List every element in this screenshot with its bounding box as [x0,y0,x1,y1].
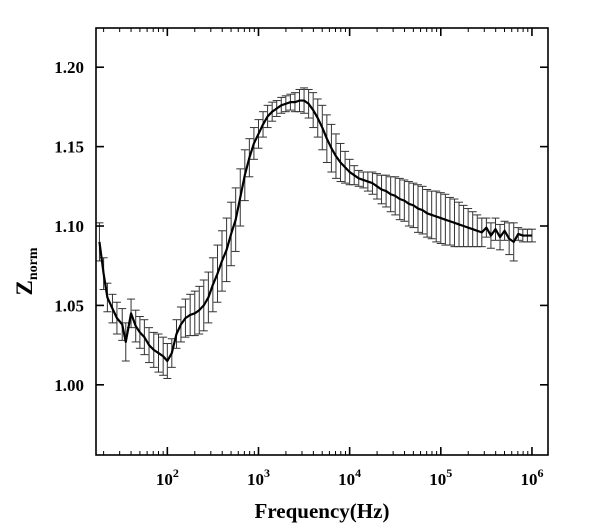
y-tick-label: 1.05 [54,296,84,315]
x-axis-title: Frequency(Hz) [255,499,390,523]
y-axis-title-main: Z [12,280,37,295]
x-tick-label: 104 [338,466,361,489]
y-axis-title: Znorm [12,247,41,295]
y-tick-label: 1.00 [54,376,84,395]
y-tick-label: 1.10 [54,217,84,236]
x-tick-label: 102 [156,466,179,489]
plot-frame [95,27,549,456]
x-tick-label: 106 [520,466,543,489]
y-axis-title-subscript: norm [26,247,41,280]
series-line [98,99,532,363]
x-tick-label: 105 [429,466,452,489]
error-bars-layer [95,87,536,379]
y-tick-label: 1.20 [54,58,84,77]
x-tick-label: 103 [247,466,270,489]
ticks-layer [96,28,548,455]
y-tick-label: 1.15 [54,138,84,157]
tick-labels-layer: 1.00 1.05 1.10 1.15 1.20 102 103 104 105 106 [54,58,543,489]
